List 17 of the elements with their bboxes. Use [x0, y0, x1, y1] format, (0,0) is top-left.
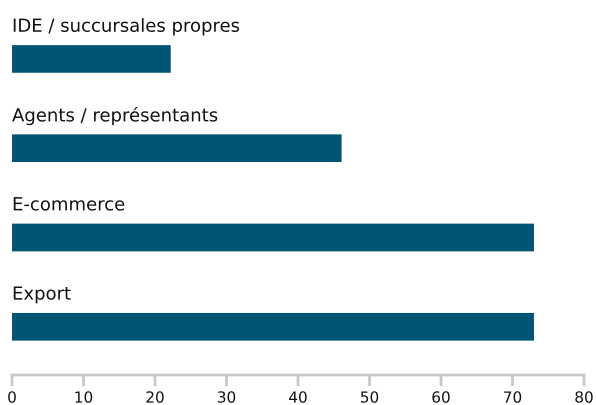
y-tick-label: E-commerce — [14, 197, 124, 211]
y-tick-label: Agents / représentants — [12, 106, 218, 126]
x-tick-label: 70 — [504, 391, 522, 403]
bar — [12, 45, 171, 73]
y-tick-label: IDE / succursales propres — [14, 18, 240, 36]
bar — [12, 312, 534, 341]
x-tick-label: 10 — [75, 391, 92, 403]
y-tick-label: Export — [14, 286, 71, 304]
x-tick-label: 40 — [289, 391, 307, 403]
x-tick-label: 0 — [8, 391, 16, 403]
x-tick-label: 30 — [218, 391, 236, 403]
x-tick-label: 20 — [146, 391, 164, 403]
x-tick-label: 80 — [575, 391, 593, 403]
x-tick-label: 50 — [360, 391, 378, 403]
bar — [12, 224, 534, 252]
bar — [12, 134, 342, 162]
x-tick-label: 60 — [432, 391, 450, 403]
